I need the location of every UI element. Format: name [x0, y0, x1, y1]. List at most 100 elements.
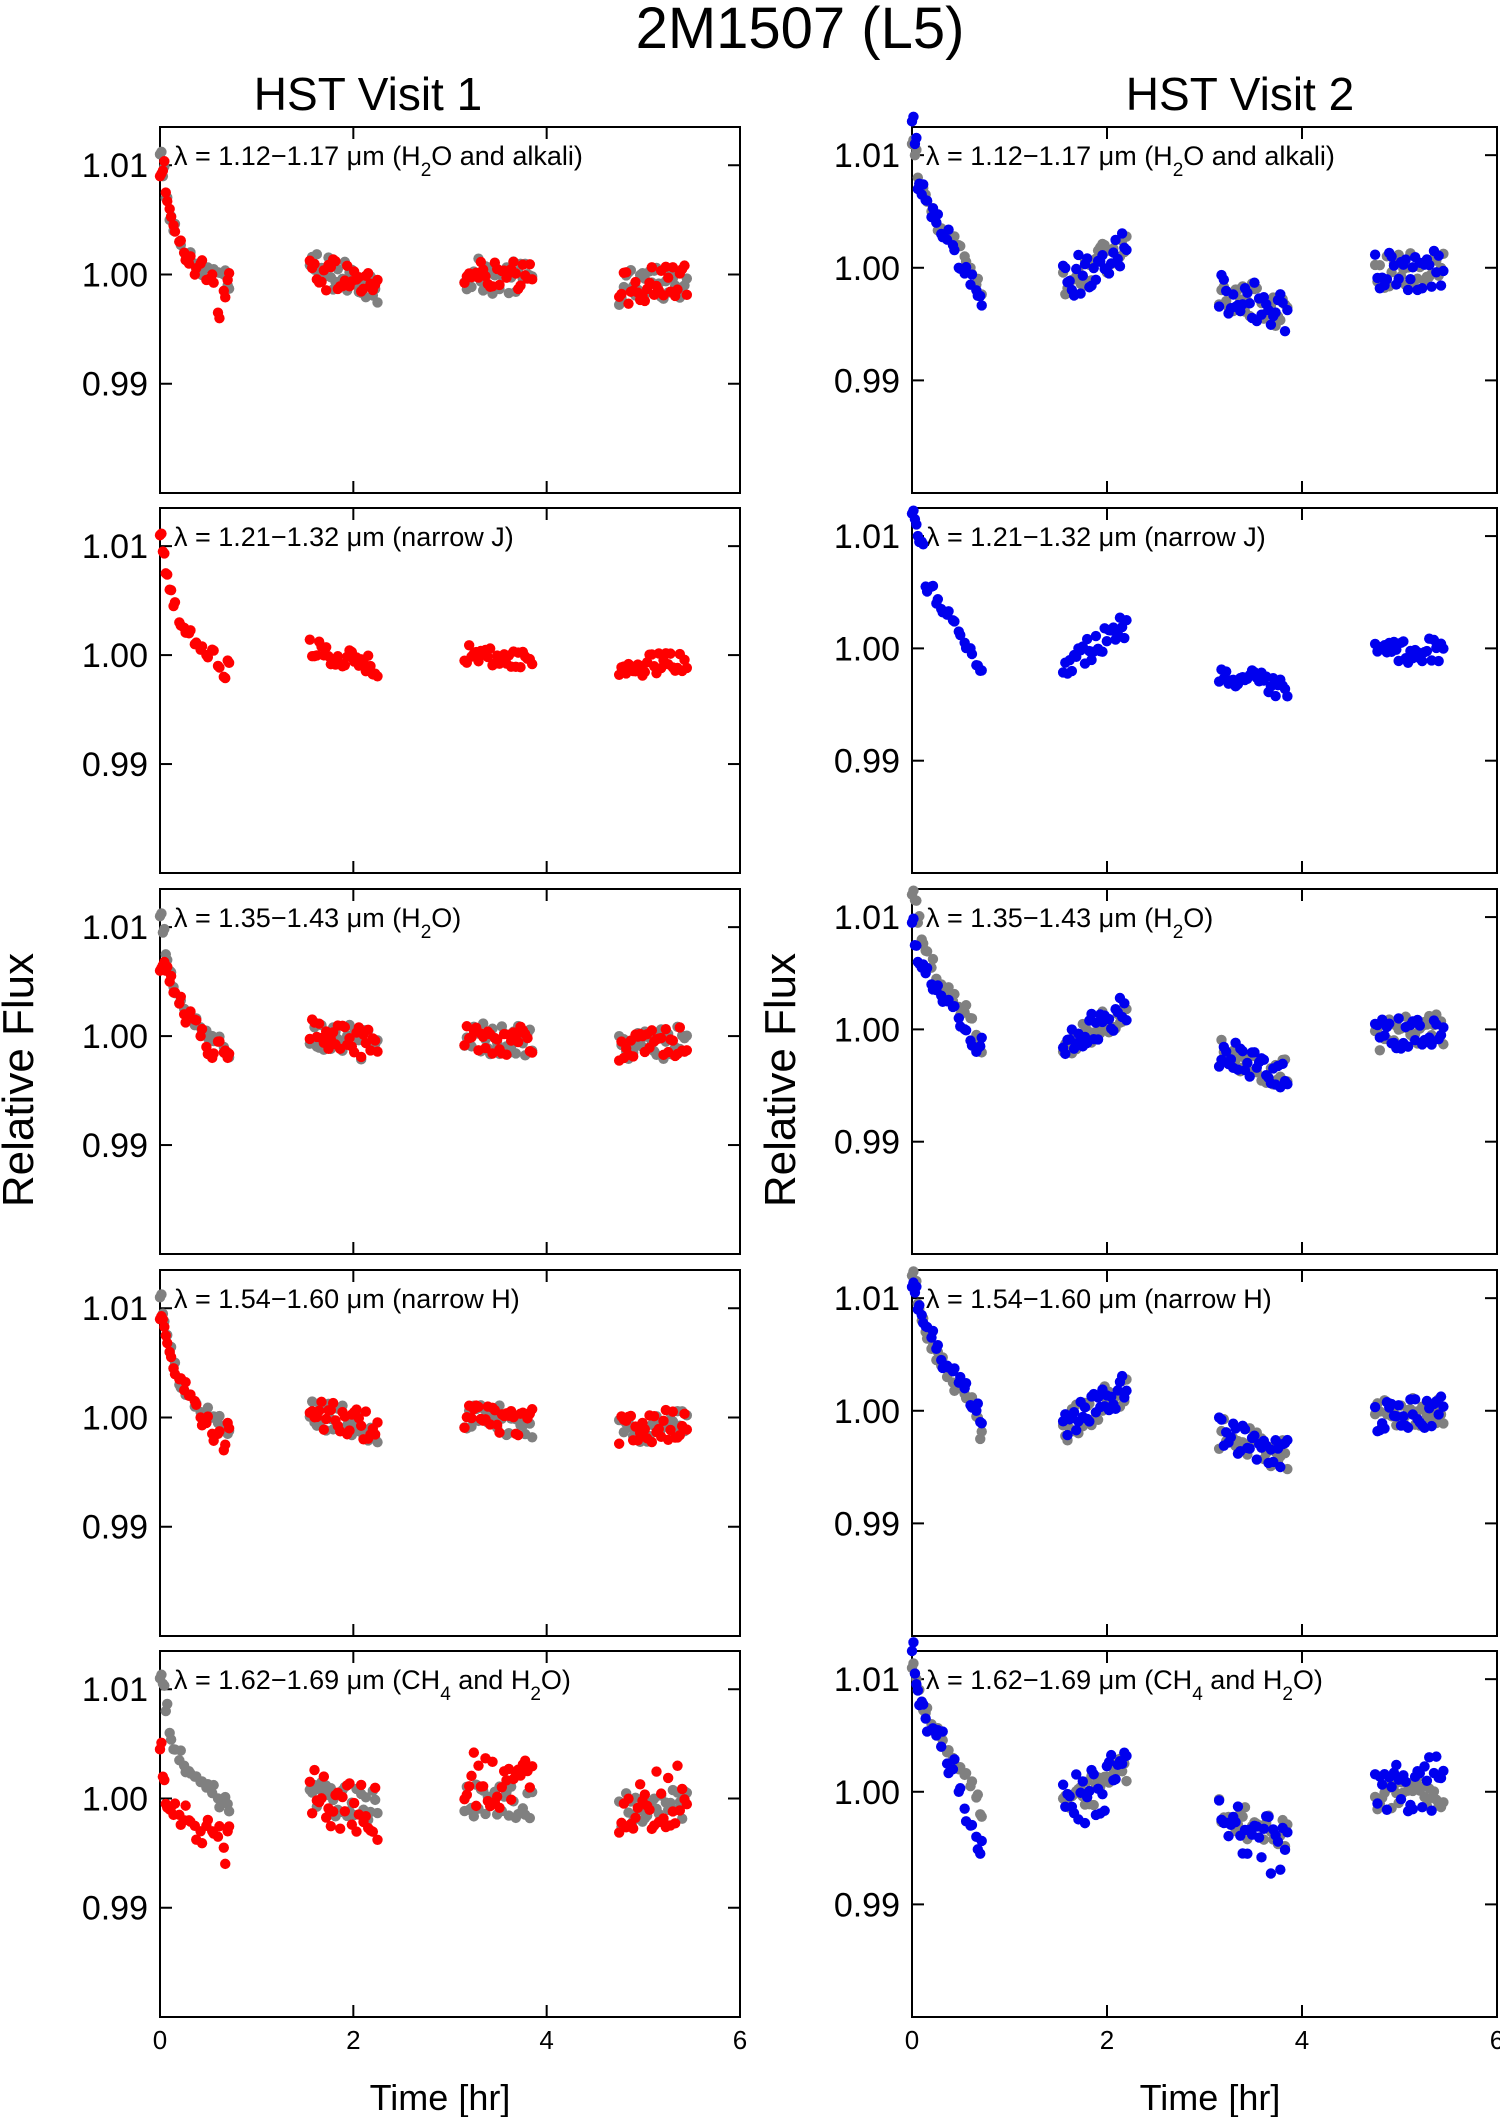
observed-point: [667, 262, 679, 273]
x-tick-label: 2: [1100, 2025, 1114, 2055]
observed-point: [1256, 1852, 1267, 1863]
panel-wavelength-label: λ = 1.12−1.17 μm (H2O and alkali): [174, 141, 583, 181]
observed-point: [202, 1411, 214, 1422]
observed-point: [1275, 289, 1286, 300]
observed-point: [327, 1397, 339, 1409]
observed-point: [937, 1726, 948, 1737]
observed-point: [906, 1645, 918, 1657]
reference-point: [175, 1745, 186, 1756]
reference-point: [214, 1802, 225, 1813]
observed-point: [669, 1818, 681, 1829]
observed-point: [976, 300, 987, 311]
observed-point: [639, 666, 651, 678]
observed-point: [318, 1424, 330, 1435]
y-tick-label: 1.01: [834, 1280, 900, 1318]
observed-point: [953, 1012, 964, 1024]
observed-point: [494, 1802, 505, 1813]
observed-point: [955, 1783, 966, 1794]
x-tick-label: 6: [733, 2025, 747, 2055]
observed-point: [164, 203, 175, 215]
observed-point: [918, 1699, 929, 1710]
panel-1-1: 0.99 1.00 1.01 λ = 1.12−1.17 μm (H2O and al…: [82, 126, 741, 494]
observed-point: [316, 276, 327, 288]
observed-point: [519, 1755, 531, 1766]
observed-point: [1242, 1848, 1253, 1859]
observed-point: [1282, 691, 1293, 702]
observed-point: [480, 1042, 491, 1054]
observed-point: [515, 661, 526, 673]
panel-wavelength-label: λ = 1.62−1.69 μm (CH4 and H2O): [926, 1665, 1323, 1705]
observed-point: [1265, 319, 1277, 330]
observed-point: [316, 1396, 327, 1408]
observed-point: [1057, 1779, 1069, 1790]
observed-point: [976, 1835, 987, 1847]
observed-point: [214, 662, 225, 673]
reference-point: [943, 982, 954, 993]
observed-point: [1438, 265, 1449, 277]
observed-point: [1393, 1013, 1404, 1024]
reference-point: [908, 885, 919, 896]
observed-point: [932, 594, 944, 605]
observed-point: [220, 1439, 231, 1450]
observed-point: [355, 1051, 367, 1063]
observed-point: [1114, 261, 1126, 272]
observed-point: [1097, 646, 1108, 657]
observed-point: [681, 1424, 693, 1435]
observed-point: [630, 276, 641, 288]
observed-point: [526, 274, 538, 285]
observed-point: [1381, 1804, 1393, 1815]
panel-wavelength-label: λ = 1.12−1.17 μm (H2O and alkali): [926, 141, 1335, 181]
reference-point: [372, 297, 383, 308]
observed-point: [975, 290, 986, 302]
observed-point: [1438, 643, 1449, 654]
observed-point: [1084, 1785, 1095, 1797]
observed-point: [960, 1378, 972, 1389]
observed-point: [367, 1826, 379, 1837]
observed-point: [1275, 1461, 1286, 1473]
observed-point: [1414, 1020, 1426, 1031]
observed-point: [1223, 1830, 1234, 1842]
observed-point: [1232, 1801, 1244, 1812]
observed-point: [949, 616, 960, 627]
observed-point: [665, 648, 676, 659]
observed-point: [156, 528, 167, 539]
observed-point: [169, 1798, 181, 1809]
observed-point: [1060, 262, 1071, 274]
observed-point: [473, 1401, 484, 1413]
observed-point: [908, 913, 919, 924]
observed-point: [309, 1764, 320, 1776]
y-tick-label: 0.99: [82, 1509, 148, 1547]
observed-point: [1400, 1776, 1411, 1788]
observed-point: [212, 1831, 224, 1842]
observed-point: [1088, 1769, 1099, 1780]
panel-frame: [911, 126, 1498, 494]
panel-frame: [159, 126, 741, 494]
observed-point: [916, 1309, 927, 1321]
reference-point: [156, 1289, 167, 1300]
observed-point: [180, 1017, 191, 1028]
observed-point: [1077, 1776, 1088, 1787]
reference-point: [165, 1734, 177, 1745]
observed-point: [473, 1760, 484, 1771]
observed-point: [156, 1737, 167, 1748]
observed-point: [653, 1423, 665, 1435]
observed-point: [665, 1424, 676, 1436]
observed-point: [1064, 1791, 1075, 1802]
observed-point: [1108, 1025, 1119, 1036]
observed-point: [196, 1023, 208, 1035]
observed-point: [662, 272, 674, 283]
observed-point: [306, 1808, 318, 1819]
y-tick-label: 1.01: [834, 899, 900, 937]
panel-wavelength-label: λ = 1.62−1.69 μm (CH4 and H2O): [174, 1665, 571, 1705]
observed-point: [914, 1300, 925, 1311]
observed-point: [966, 1819, 978, 1831]
reference-point: [510, 1048, 522, 1059]
observed-point: [1435, 280, 1447, 291]
reference-point: [360, 1792, 372, 1803]
observed-point: [1398, 1411, 1409, 1422]
observed-point: [932, 980, 944, 991]
y-tick-label: 1.00: [834, 1011, 900, 1049]
panel-2-5: 0.99 1.00 1.01 0 2 4 6 λ = 1.62−1.69 μm (CH4 an…: [834, 1637, 1500, 2055]
reference-point: [960, 1768, 972, 1779]
reference-point: [208, 1779, 219, 1791]
